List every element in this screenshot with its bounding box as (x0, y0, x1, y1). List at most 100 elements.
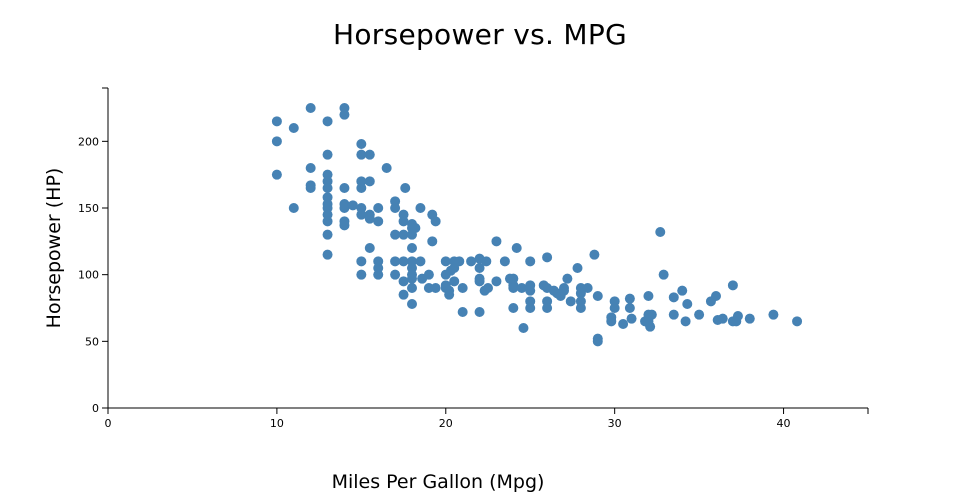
scatter-point (677, 285, 688, 296)
scatter-point (407, 299, 417, 309)
scatter-point (711, 291, 721, 301)
scatter-point (356, 183, 367, 193)
scatter-point (624, 293, 635, 304)
scatter-point (398, 289, 409, 300)
scatter-point (373, 216, 384, 227)
x-tick-label: 0 (105, 417, 112, 430)
scatter-point (356, 269, 367, 280)
scatter-point (575, 288, 586, 299)
scatter-point (430, 283, 441, 293)
scatter-point (618, 319, 629, 329)
scatter-point (449, 276, 460, 287)
scatter-point (390, 229, 401, 240)
scatter-point (483, 283, 493, 293)
scatter-point (655, 227, 666, 237)
scatter-point (373, 269, 384, 280)
scatter-point (491, 276, 502, 287)
scatter-point (491, 236, 502, 247)
scatter-point (339, 183, 350, 193)
scatter-point (559, 285, 569, 296)
chart-title: Horsepower vs. MPG (332, 18, 628, 51)
scatter-point (322, 216, 333, 227)
scatter-point (682, 299, 693, 309)
scatter-point (518, 323, 529, 333)
x-tick-label: 40 (777, 417, 791, 430)
scatter-point (423, 269, 434, 280)
scatter-point (481, 256, 492, 267)
scatter-point (768, 309, 779, 320)
scatter-point (440, 256, 451, 267)
scatter-point (592, 291, 603, 301)
scatter-point (474, 276, 485, 287)
scatter-point (645, 321, 656, 332)
scatter-point (415, 203, 426, 213)
scatter-point (356, 149, 367, 160)
y-tick-label: 150 (78, 202, 99, 215)
scatter-point (364, 176, 375, 187)
scatter-point (271, 169, 282, 180)
scatter-point (565, 296, 576, 307)
y-tick-label: 200 (78, 135, 99, 148)
x-axis-title: Miles Per Gallon (Mpg) (332, 471, 545, 493)
scatter-point (606, 316, 617, 327)
scatter-point (694, 309, 705, 320)
scatter-point (508, 283, 519, 293)
scatter-point (398, 256, 409, 267)
scatter-point (474, 263, 485, 273)
scatter-point (322, 229, 333, 240)
scatter-point (717, 313, 728, 324)
scatter-point (744, 313, 755, 324)
scatter-point (626, 313, 637, 324)
scatter-point (400, 183, 411, 193)
scatter-point (727, 280, 738, 291)
scatter-point (427, 236, 438, 247)
scatter-point (398, 276, 409, 287)
scatter-point (339, 109, 350, 120)
scatter-point (668, 309, 679, 320)
axes-group: 0 10 20 30 40 0 50 100 150 200 Miles Per Gallon (M… (43, 87, 869, 493)
scatter-point (668, 292, 679, 303)
scatter-point (364, 243, 375, 253)
y-tick-label: 0 (92, 402, 99, 415)
scatter-point (410, 223, 421, 233)
scatter-point (407, 273, 417, 284)
scatter-point (658, 269, 669, 280)
scatter-point (322, 116, 333, 127)
scatter-point (305, 163, 316, 173)
scatter-point (582, 283, 593, 293)
scatter-point (390, 269, 401, 280)
scatter-point (305, 183, 316, 193)
scatter-point (454, 256, 465, 267)
scatter-point (542, 252, 553, 263)
scatter-point (407, 243, 417, 253)
scatter-point (398, 216, 409, 227)
scatter-point (643, 291, 654, 301)
scatter-point (732, 311, 743, 321)
scatter-point (339, 220, 350, 231)
scatter-point (415, 256, 426, 267)
scatter-point (288, 203, 299, 213)
scatter-point (305, 103, 316, 113)
scatter-point (609, 303, 620, 313)
scatter-point (525, 256, 536, 267)
scatter-point (511, 243, 522, 253)
scatter-point (407, 283, 417, 293)
scatter-point (572, 263, 583, 273)
scatter-point (624, 303, 635, 313)
scatter-point (271, 116, 282, 127)
scatter-point (398, 229, 409, 240)
points-group (271, 103, 803, 347)
scatter-point (466, 256, 477, 267)
scatter-point (444, 289, 455, 300)
scatter-point (508, 303, 519, 313)
scatter-point (792, 316, 803, 327)
scatter-point (322, 249, 333, 260)
scatter-point (542, 303, 553, 313)
scatter-point (474, 307, 485, 317)
scatter-point (562, 273, 573, 284)
scatter-point (322, 183, 333, 193)
scatter-point (499, 256, 510, 267)
y-axis-title: Horsepower (HP) (43, 168, 65, 329)
scatter-point (457, 307, 468, 317)
